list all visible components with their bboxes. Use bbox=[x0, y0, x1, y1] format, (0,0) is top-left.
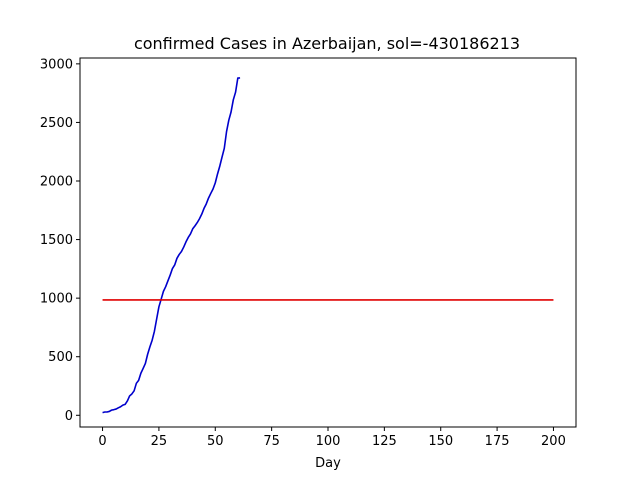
x-tick-label: 125 bbox=[372, 434, 397, 449]
x-tick-label: 50 bbox=[207, 434, 224, 449]
series-line-1 bbox=[102, 77, 241, 414]
chart-title: confirmed Cases in Azerbaijan, sol=-4301… bbox=[134, 34, 520, 53]
y-tick-label: 1000 bbox=[40, 292, 73, 307]
x-tick-label: 75 bbox=[263, 434, 280, 449]
y-tick-label: 500 bbox=[48, 350, 73, 365]
y-tick-label: 1500 bbox=[40, 233, 73, 248]
x-axis-label: Day bbox=[315, 456, 341, 471]
x-tick-label: 150 bbox=[428, 434, 453, 449]
x-tick-label: 25 bbox=[151, 434, 168, 449]
x-tick-label: 175 bbox=[485, 434, 510, 449]
y-tick-label: 2500 bbox=[40, 116, 73, 131]
x-tick-label: 200 bbox=[541, 434, 566, 449]
y-tick-label: 2000 bbox=[40, 175, 73, 190]
y-tick-label: 0 bbox=[65, 409, 73, 424]
y-tick-label: 3000 bbox=[40, 57, 73, 72]
plot-area bbox=[102, 77, 554, 414]
x-tick-label: 100 bbox=[316, 434, 341, 449]
tick-marks: 0 25 50 75 100 125 150 175 200050010001500200025… bbox=[40, 57, 566, 449]
x-tick-label: 0 bbox=[98, 434, 106, 449]
